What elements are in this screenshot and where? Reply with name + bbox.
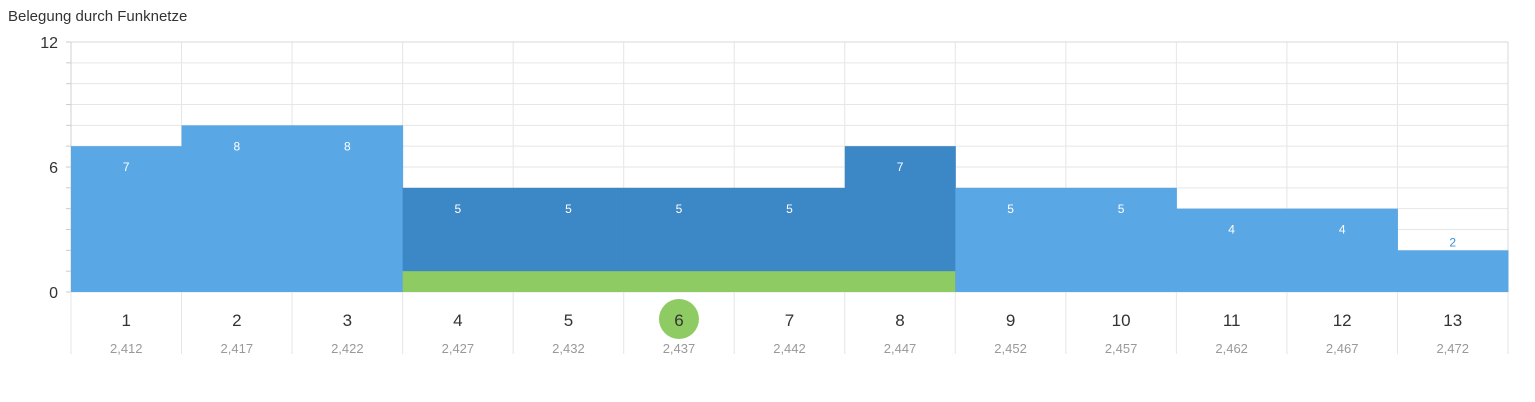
y-tick-label: 6 (49, 160, 58, 177)
bar-value-label: 2 (1449, 235, 1456, 249)
frequency-label: 2,437 (663, 341, 696, 356)
channel-label[interactable]: 5 (564, 311, 573, 330)
channel-label[interactable]: 3 (343, 311, 352, 330)
channel-label[interactable]: 9 (1006, 311, 1015, 330)
frequency-label: 2,462 (1215, 341, 1248, 356)
bar-value-label: 5 (455, 202, 462, 216)
chart-title: Belegung durch Funknetze (8, 8, 188, 25)
bar-value-label: 5 (786, 202, 793, 216)
frequency-label: 2,472 (1436, 341, 1469, 356)
bar-channel-9 (955, 187, 1067, 292)
bar-channel-3 (292, 125, 404, 292)
bar-channel-1 (71, 146, 183, 292)
frequency-label: 2,427 (442, 341, 475, 356)
frequency-label: 2,417 (221, 341, 254, 356)
bar-channel-10 (1065, 187, 1177, 292)
channel-label[interactable]: 13 (1443, 311, 1462, 330)
channel-label[interactable]: 10 (1112, 311, 1131, 330)
bar-channel-8 (844, 146, 956, 292)
bar-labels: 7 8 8 5 5 5 5 7 5 5 4 4 2 (123, 139, 1456, 249)
y-tick-label: 12 (40, 35, 58, 52)
channel-label[interactable]: 2 (232, 311, 241, 330)
frequency-label: 2,412 (110, 341, 143, 356)
bar-channel-11 (1176, 208, 1288, 292)
channel-label[interactable]: 7 (785, 311, 794, 330)
channel-label[interactable]: 8 (895, 311, 904, 330)
frequency-label: 2,467 (1326, 341, 1359, 356)
frequency-label: 2,457 (1105, 341, 1138, 356)
channel-label[interactable]: 11 (1223, 311, 1241, 330)
bar-value-label: 4 (1228, 223, 1235, 237)
channel-label[interactable]: 4 (453, 311, 462, 330)
bar-channel-13 (1397, 250, 1509, 292)
bar-channel-12 (1286, 208, 1398, 292)
frequency-label: 2,442 (773, 341, 806, 356)
bar-value-label: 7 (897, 160, 904, 174)
own-network-band (402, 271, 956, 292)
y-axis: 0 6 12 (40, 35, 58, 302)
bar-value-label: 5 (1007, 202, 1014, 216)
frequency-label: 2,432 (552, 341, 585, 356)
bar-channel-2 (181, 125, 293, 292)
channel-label[interactable]: 12 (1333, 311, 1352, 330)
bars (71, 125, 1509, 292)
bar-value-label: 7 (123, 160, 130, 174)
channel-label[interactable]: 1 (122, 311, 131, 330)
y-tick-label: 0 (49, 285, 58, 302)
frequency-label: 2,452 (994, 341, 1027, 356)
bar-value-label: 5 (1118, 202, 1125, 216)
own-network-layer (402, 271, 956, 292)
bar-value-label: 4 (1339, 223, 1346, 237)
bar-value-label: 5 (565, 202, 572, 216)
frequency-label: 2,447 (884, 341, 917, 356)
bar-value-label: 8 (344, 139, 351, 153)
channel-label[interactable]: 6 (674, 311, 683, 330)
bar-value-label: 5 (676, 202, 683, 216)
current-channel-marker (658, 299, 699, 339)
bar-value-label: 8 (233, 139, 240, 153)
x-axis: 1 2,412 2 2,417 3 2,422 4 2,427 5 2,432 6 2,437 7 2,4… (110, 299, 1469, 356)
frequency-label: 2,422 (331, 341, 364, 356)
